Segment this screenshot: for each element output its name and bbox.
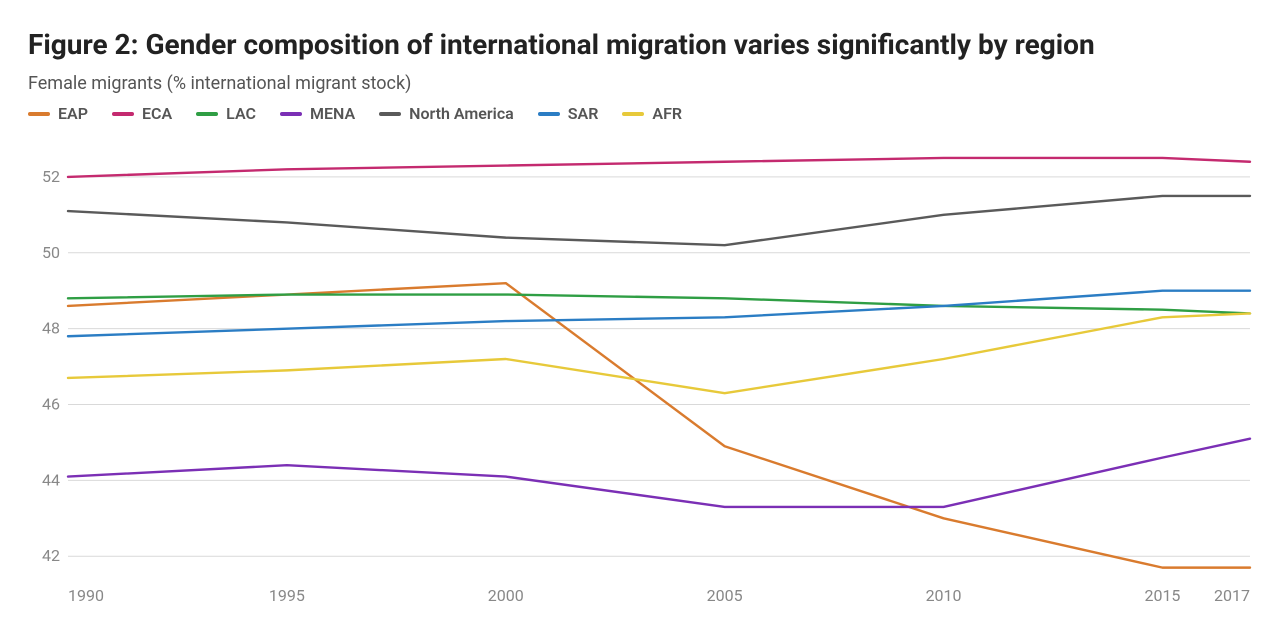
y-tick-label: 48 (42, 319, 60, 338)
plot-area: 42 44 46 48 50 52 1990 1995 2000 2005 2010 2015 2017 (28, 129, 1258, 609)
x-tick-label: 2010 (926, 586, 962, 605)
x-tick-label: 2000 (488, 586, 524, 605)
series-line (68, 313, 1250, 393)
series-line (68, 283, 1250, 567)
legend-swatch (112, 112, 134, 116)
y-tick-label: 42 (42, 546, 60, 565)
line-chart-svg: 42 44 46 48 50 52 1990 1995 2000 2005 2010 2015 2017 (28, 129, 1258, 609)
series-line (68, 196, 1250, 245)
figure-container: Figure 2: Gender composition of internat… (0, 0, 1286, 643)
legend-item: LAC (196, 104, 256, 123)
legend-swatch (622, 112, 644, 116)
legend-swatch (379, 112, 401, 116)
legend-label: North America (409, 104, 514, 123)
series-line (68, 439, 1250, 507)
legend-swatch (538, 112, 560, 116)
x-tick-label: 2015 (1144, 586, 1180, 605)
legend: EAP ECA LAC MENA North America SAR AFR (28, 104, 1258, 123)
x-tick-label: 2017 (1214, 586, 1250, 605)
legend-swatch (196, 112, 218, 116)
x-tick-label: 1990 (68, 586, 104, 605)
legend-label: AFR (652, 104, 682, 123)
y-tick-label: 52 (42, 167, 60, 186)
y-tick-label: 44 (42, 470, 60, 489)
legend-item: SAR (538, 104, 599, 123)
figure-subtitle: Female migrants (% international migrant… (28, 73, 1258, 94)
series-line (68, 158, 1250, 177)
legend-label: ECA (142, 104, 172, 123)
x-tick-label: 1995 (269, 586, 305, 605)
legend-label: EAP (58, 104, 88, 123)
legend-label: SAR (568, 104, 599, 123)
x-tick-label: 2005 (707, 586, 743, 605)
legend-item: AFR (622, 104, 682, 123)
figure-title: Figure 2: Gender composition of internat… (28, 28, 1258, 61)
legend-item: ECA (112, 104, 172, 123)
y-tick-label: 46 (42, 395, 60, 414)
legend-item: EAP (28, 104, 88, 123)
legend-swatch (28, 112, 50, 116)
y-tick-label: 50 (42, 243, 60, 262)
legend-label: MENA (310, 104, 355, 123)
legend-swatch (280, 112, 302, 116)
legend-item: North America (379, 104, 514, 123)
legend-label: LAC (226, 104, 256, 123)
legend-item: MENA (280, 104, 355, 123)
